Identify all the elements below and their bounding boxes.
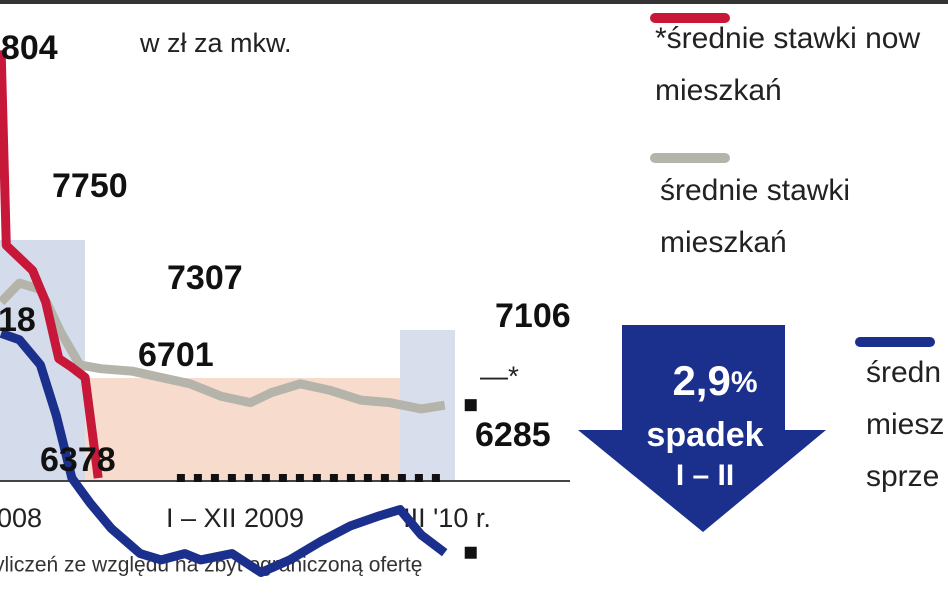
arrow-value: 2,9% [672, 357, 757, 404]
legend-item: średnie stawki mieszkań [650, 153, 850, 259]
period-2008-band [0, 240, 85, 480]
x-period-label: 2008 [0, 503, 42, 533]
series-line [0, 278, 446, 414]
value-label: 8804 [0, 29, 58, 67]
arrow-text: I – II [676, 459, 734, 492]
legend-item: średn miesz sprze [855, 337, 944, 493]
top-rule [0, 0, 948, 4]
legend-label: średn [866, 356, 941, 389]
arrow-number: 2,9 [672, 357, 730, 404]
decline-arrow: 2,9% spadek I – II [578, 325, 826, 532]
legend-label: mieszkań [655, 74, 782, 107]
value-label: 18 [0, 301, 36, 339]
chart-title: w zł za mkw. [139, 28, 292, 58]
end-marker [464, 399, 477, 412]
value-label: 6285 [475, 416, 551, 454]
value-label: 7307 [167, 259, 243, 297]
legend-label: *średnie stawki now [655, 22, 920, 55]
series-line [0, 50, 103, 479]
x-period-label: I – XII 2009 [166, 503, 304, 533]
legend-item: *średnie stawki now mieszkań [650, 13, 920, 107]
legend-label: średnie stawki [660, 174, 850, 207]
footnote: yliczeń ze względu na zbyt ograniczoną o… [0, 554, 422, 577]
legend-label: miesz [866, 408, 944, 441]
value-label: 7106 [495, 297, 571, 335]
value-label: 6701 [138, 336, 214, 374]
series-line [0, 329, 448, 577]
legend-label: sprze [866, 460, 939, 493]
value-label: 6378 [40, 441, 116, 479]
end-marker [464, 546, 477, 559]
value-label: 7750 [52, 167, 128, 205]
arrow-text: spadek [646, 416, 763, 454]
arrow-unit: % [731, 366, 758, 399]
arrow-shape [578, 325, 826, 532]
legend-label: mieszkań [660, 226, 787, 259]
legend-label: —* [480, 360, 519, 391]
